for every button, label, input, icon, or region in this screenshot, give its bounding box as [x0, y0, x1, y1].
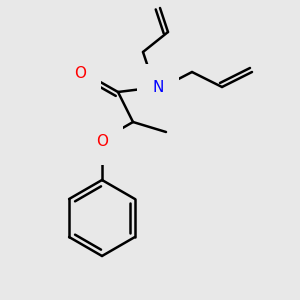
- Text: N: N: [152, 80, 164, 94]
- Text: O: O: [96, 134, 108, 149]
- Text: O: O: [74, 65, 86, 80]
